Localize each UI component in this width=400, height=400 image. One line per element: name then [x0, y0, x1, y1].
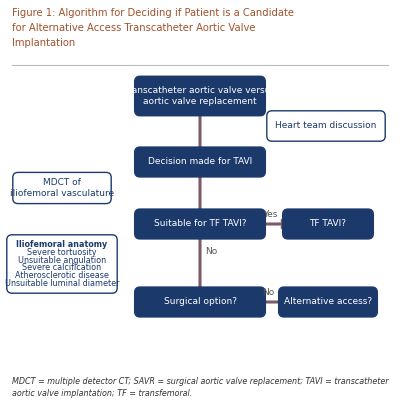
FancyBboxPatch shape: [279, 287, 377, 317]
FancyBboxPatch shape: [283, 209, 373, 239]
Text: Yes: Yes: [263, 210, 278, 219]
Text: Severe tortuosity: Severe tortuosity: [27, 248, 97, 257]
Text: Alternative access?: Alternative access?: [284, 298, 372, 306]
FancyBboxPatch shape: [135, 209, 265, 239]
Text: for Alternative Access Transcatheter Aortic Valve: for Alternative Access Transcatheter Aor…: [12, 23, 256, 33]
Text: Transcatheter aortic valve versus
aortic valve replacement: Transcatheter aortic valve versus aortic…: [124, 86, 276, 106]
FancyBboxPatch shape: [135, 76, 265, 116]
Text: No: No: [205, 247, 217, 256]
FancyBboxPatch shape: [13, 172, 111, 204]
Text: Implantation: Implantation: [12, 38, 75, 48]
Text: Figure 1: Algorithm for Deciding if Patient is a Candidate: Figure 1: Algorithm for Deciding if Pati…: [12, 8, 294, 18]
Text: Unsuitable luminal diameter: Unsuitable luminal diameter: [5, 278, 119, 288]
Text: MDCT = multiple detector CT; SAVR = surgical aortic valve replacement; TAVI = tr: MDCT = multiple detector CT; SAVR = surg…: [12, 377, 388, 398]
Text: Unsuitable angulation: Unsuitable angulation: [18, 256, 106, 265]
Text: Atherosclerotic disease: Atherosclerotic disease: [15, 271, 109, 280]
FancyBboxPatch shape: [267, 111, 385, 141]
FancyBboxPatch shape: [7, 235, 117, 293]
FancyBboxPatch shape: [135, 147, 265, 177]
Text: Surgical option?: Surgical option?: [164, 298, 236, 306]
Text: Heart team discussion: Heart team discussion: [275, 122, 377, 130]
Text: Suitable for TF TAVI?: Suitable for TF TAVI?: [154, 220, 246, 228]
Text: Decision made for TAVI: Decision made for TAVI: [148, 158, 252, 166]
Text: TF TAVI?: TF TAVI?: [310, 220, 346, 228]
Text: MDCT of
iliofemoral vasculature: MDCT of iliofemoral vasculature: [10, 178, 114, 198]
Text: Iliofemoral anatomy: Iliofemoral anatomy: [16, 240, 108, 250]
Text: Severe calcification: Severe calcification: [22, 263, 102, 272]
FancyBboxPatch shape: [135, 287, 265, 317]
Text: No: No: [262, 288, 274, 297]
